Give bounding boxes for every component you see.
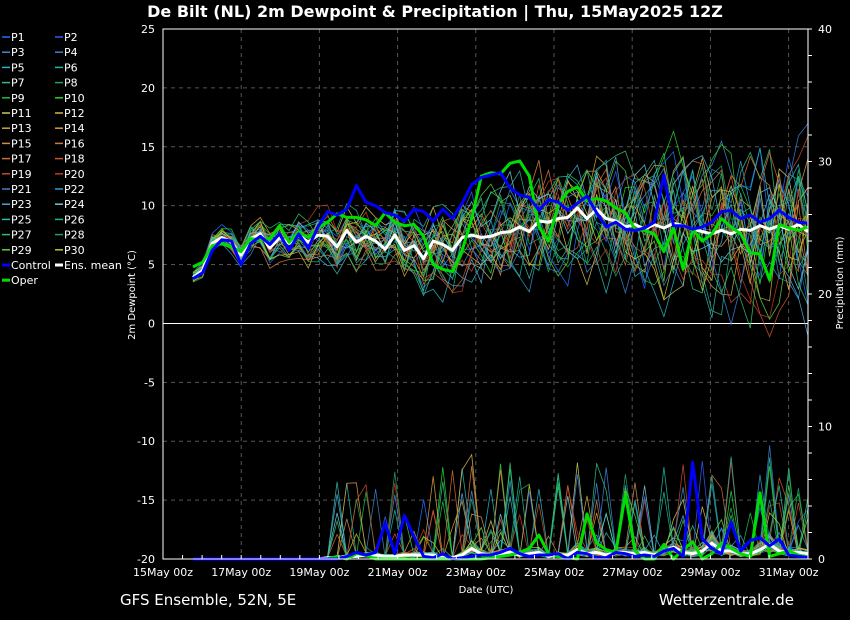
legend-label: P14 <box>64 122 85 135</box>
legend-label: P19 <box>11 168 32 181</box>
legend-label: P27 <box>11 229 32 242</box>
legend-label: P13 <box>11 122 32 135</box>
member-dewpoint-line <box>192 181 809 300</box>
y-tick-label-left: 0 <box>148 317 155 330</box>
x-tick-label: 19May 00z <box>289 566 349 579</box>
y-tick-label-right: 0 <box>818 553 825 566</box>
y-tick-label-right: 30 <box>818 156 832 169</box>
chart-title: De Bilt (NL) 2m Dewpoint & Precipitation… <box>147 2 723 22</box>
x-tick-label: 29May 00z <box>680 566 740 579</box>
legend-label: P29 <box>11 244 32 257</box>
y-tick-label-left: -10 <box>137 435 155 448</box>
legend-label: P5 <box>11 61 25 74</box>
member-dewpoint-line <box>192 159 809 300</box>
footer-model-info: GFS Ensemble, 52N, 5E <box>120 591 296 609</box>
legend: P1 P2 P3 P4 P5 P6 P7 P8 P9 P10 P11 P12 P13 P14 P15 P16 P… <box>2 31 122 287</box>
legend-label: P11 <box>11 107 32 120</box>
legend-label: P22 <box>64 183 85 196</box>
legend-label: P12 <box>64 107 85 120</box>
member-dewpoint-line <box>192 155 809 280</box>
y-tick-label-right: 40 <box>818 23 832 36</box>
x-tick-label: 21May 00z <box>368 566 428 579</box>
legend-label: P8 <box>64 77 78 90</box>
legend-label: P21 <box>11 183 32 196</box>
legend-label: P24 <box>64 198 85 211</box>
legend-label: P2 <box>64 31 78 44</box>
legend-label: P25 <box>11 213 32 226</box>
legend-label: P6 <box>64 61 78 74</box>
member-dewpoint-line <box>192 160 809 280</box>
legend-label: P15 <box>11 137 32 150</box>
legend-label: P30 <box>64 244 85 257</box>
legend-label: P16 <box>64 137 85 150</box>
x-tick-label: 23May 00z <box>446 566 506 579</box>
y-tick-label-left: -20 <box>137 553 155 566</box>
legend-label: P18 <box>64 153 85 166</box>
legend-label: P10 <box>64 92 85 105</box>
legend-label: Ens. mean <box>64 259 122 272</box>
x-tick-label: 17May 00z <box>211 566 271 579</box>
y-axis-left-label: 2m Dewpoint (°C) <box>127 250 138 340</box>
x-tick-label: 25May 00z <box>524 566 584 579</box>
x-tick-label: 27May 00z <box>602 566 662 579</box>
legend-label: P9 <box>11 92 25 105</box>
member-dewpoint-line <box>192 169 809 316</box>
y-tick-label-right: 10 <box>818 421 832 434</box>
legend-label: P28 <box>64 229 85 242</box>
member-dewpoint-line <box>192 148 809 318</box>
legend-label: Control <box>11 259 51 272</box>
grid <box>162 29 808 559</box>
member-dewpoint-line <box>192 164 809 291</box>
legend-label: P4 <box>64 46 78 59</box>
member-dewpoint-line <box>192 149 809 294</box>
y-axis-right-label: Precipitation (mm) <box>835 236 846 329</box>
y-tick-label-left: 10 <box>141 200 155 213</box>
y-tick-label-left: 20 <box>141 82 155 95</box>
x-tick-label: 31May 00z <box>759 566 819 579</box>
legend-label: P1 <box>11 31 25 44</box>
ensemble-member-lines <box>192 123 809 560</box>
y-tick-label-right: 20 <box>818 288 832 301</box>
x-tick-label: 15May 00z <box>133 566 193 579</box>
y-tick-label-left: -5 <box>144 376 155 389</box>
x-axis-label: Date (UTC) <box>459 585 514 596</box>
member-dewpoint-line <box>192 150 809 329</box>
legend-label: P3 <box>11 46 25 59</box>
footer-brand: Wetterzentrale.de <box>659 591 794 609</box>
legend-label: P7 <box>11 77 25 90</box>
y-tick-label-left: 5 <box>148 259 155 272</box>
member-dewpoint-line <box>192 155 809 337</box>
y-tick-label-left: -15 <box>137 494 155 507</box>
legend-label: P20 <box>64 168 85 181</box>
legend-label: P26 <box>64 213 85 226</box>
control-dewpoint-line <box>192 171 809 280</box>
legend-label: P17 <box>11 153 32 166</box>
y-tick-label-left: 15 <box>141 141 155 154</box>
legend-label: Oper <box>11 274 38 287</box>
member-dewpoint-line <box>192 129 809 285</box>
legend-label: P23 <box>11 198 32 211</box>
y-tick-label-left: 25 <box>141 23 155 36</box>
